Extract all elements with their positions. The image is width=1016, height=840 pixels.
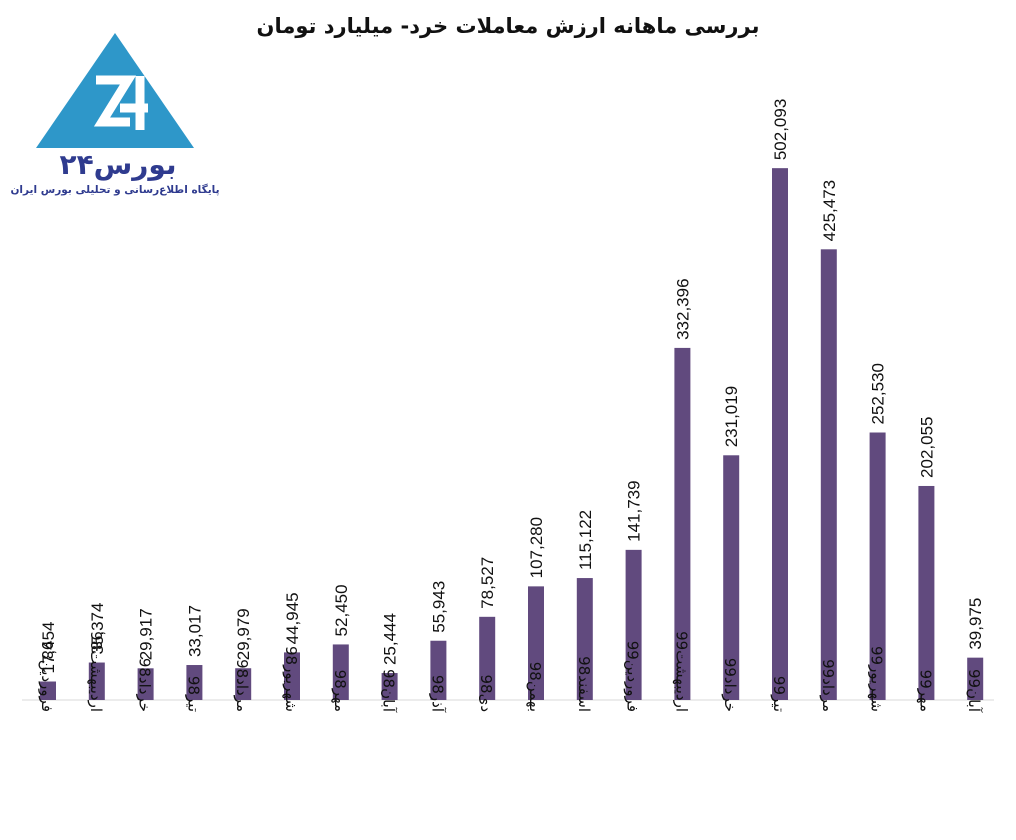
bar — [381, 673, 398, 700]
bar-value-label: 141,739 — [625, 480, 644, 541]
category-label: دی98 — [477, 674, 495, 712]
logo-tagline: پایگاه اطلاع‌رسانی و تحلیلی بورس ایران — [10, 184, 220, 196]
bar-value-label: 252,530 — [869, 363, 888, 424]
bar-value-label: 55,943 — [429, 581, 448, 633]
bar-value-label: 425,473 — [820, 180, 839, 241]
bar — [625, 549, 642, 700]
bar-value-label: 35,374 — [88, 603, 107, 655]
bar — [820, 249, 837, 700]
bar — [137, 668, 154, 700]
bar-value-label: 115,122 — [576, 510, 595, 570]
category-label: تیر98 — [184, 676, 202, 712]
category-label: تیر99 — [770, 676, 788, 712]
category-label: مرداد99 — [819, 659, 837, 712]
bar-value-label: 107,280 — [527, 517, 546, 578]
category-label: مهر98 — [331, 670, 349, 712]
bar — [772, 168, 788, 701]
bar — [88, 662, 105, 700]
bar-value-label: 17,454 — [39, 622, 58, 674]
bar-value-label: 25,444 — [381, 613, 400, 665]
bar-value-label: 29,917 — [137, 608, 156, 660]
category-label: خرداد98 — [136, 658, 154, 712]
bar-value-label: 231,019 — [722, 386, 741, 447]
category-label: آذر98 — [428, 675, 446, 713]
bar-value-label: 202,055 — [917, 417, 936, 478]
category-label: شهریور98 — [282, 646, 300, 712]
bar — [674, 347, 691, 700]
bar-value-label: 78,527 — [478, 557, 497, 609]
bar-value-label: 29,979 — [234, 608, 253, 660]
bar-value-label: 332,396 — [673, 278, 692, 339]
bar — [576, 578, 593, 700]
category-label: فروردین98 — [38, 641, 56, 712]
bar — [528, 586, 544, 700]
category-label: فروردین99 — [624, 641, 642, 712]
logo-name: بورس۲۴ — [59, 148, 177, 181]
category-label: مرداد98 — [233, 659, 251, 712]
category-label: آبان98 — [380, 669, 398, 713]
logo-digit-2 — [93, 75, 137, 127]
logo-triangle-icon — [36, 33, 194, 148]
category-label: اردیبهشت99 — [672, 631, 690, 712]
category-label: اردیبهشت98 — [87, 631, 105, 712]
category-label: مهر99 — [916, 670, 934, 712]
bar-value-label: 502,093 — [771, 99, 790, 160]
logo-digit-4 — [120, 76, 148, 130]
chart-title: بررسی ماهانه ارزش معاملات خرد- میلیارد ت… — [256, 14, 760, 38]
bar — [918, 485, 935, 700]
bar — [967, 657, 984, 700]
bar — [869, 432, 886, 700]
bar-value-label: 44,945 — [283, 592, 302, 644]
bar-value-label: 39,975 — [966, 598, 985, 650]
bar — [723, 455, 740, 700]
category-label: اسفند98 — [575, 656, 593, 712]
bar — [40, 681, 56, 700]
category-label: خرداد99 — [721, 658, 739, 712]
bar — [235, 668, 252, 700]
bar — [479, 616, 496, 700]
category-label: شهریور99 — [868, 646, 886, 712]
bar-value-label: 33,017 — [185, 605, 204, 657]
bar-value-label: 52,450 — [332, 584, 351, 636]
logo-triangle — [36, 33, 194, 148]
bar — [430, 640, 447, 700]
bar — [186, 665, 203, 700]
category-label: بهمن98 — [526, 662, 544, 712]
bar — [332, 644, 349, 700]
category-label: آبان99 — [965, 669, 983, 713]
bar — [284, 652, 300, 700]
